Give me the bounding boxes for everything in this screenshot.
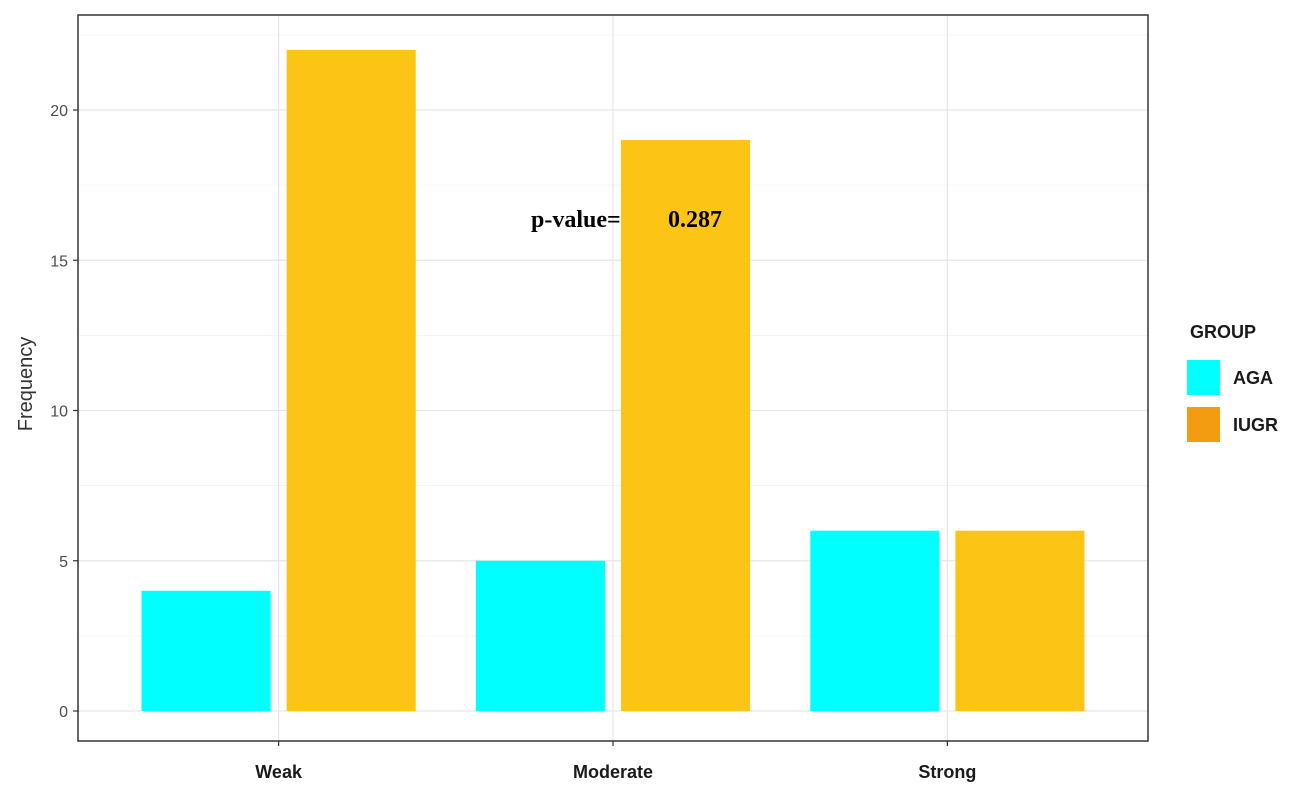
y-tick-label: 15 bbox=[50, 253, 68, 270]
legend-entries: AGA IUGR bbox=[1187, 360, 1278, 442]
p-value-number: 0.287 bbox=[668, 207, 722, 233]
legend-title: GROUP bbox=[1190, 322, 1256, 342]
y-axis-label: Frequency bbox=[15, 337, 37, 432]
p-value-annotation: p-value= 0.287 bbox=[531, 207, 722, 233]
bar-aga-weak bbox=[141, 590, 271, 711]
y-tick-label: 20 bbox=[50, 103, 68, 120]
x-tick-label: Moderate bbox=[573, 762, 653, 782]
bar-iugr-weak bbox=[286, 49, 416, 711]
legend-label-aga: AGA bbox=[1233, 368, 1273, 388]
legend-swatch-iugr bbox=[1187, 407, 1220, 442]
y-axis-ticks: 0 5 10 15 20 bbox=[50, 103, 78, 721]
bar-iugr-strong bbox=[955, 530, 1085, 711]
x-axis-ticks: Weak Moderate Strong bbox=[255, 741, 976, 782]
x-tick-label: Strong bbox=[918, 762, 976, 782]
y-tick-label: 0 bbox=[59, 704, 68, 721]
p-value-label: p-value= bbox=[531, 207, 621, 233]
bar-aga-strong bbox=[810, 530, 940, 711]
grid-lines bbox=[78, 15, 1148, 741]
legend-label-iugr: IUGR bbox=[1233, 415, 1278, 435]
y-tick-label: 10 bbox=[50, 404, 68, 421]
legend: GROUP AGA IUGR bbox=[1187, 322, 1278, 442]
bar-aga-moderate bbox=[475, 560, 605, 711]
x-tick-label: Weak bbox=[255, 762, 303, 782]
y-tick-label: 5 bbox=[59, 554, 68, 571]
legend-swatch-aga bbox=[1187, 360, 1220, 395]
bars bbox=[141, 49, 1085, 712]
bar-iugr-moderate bbox=[621, 140, 751, 712]
